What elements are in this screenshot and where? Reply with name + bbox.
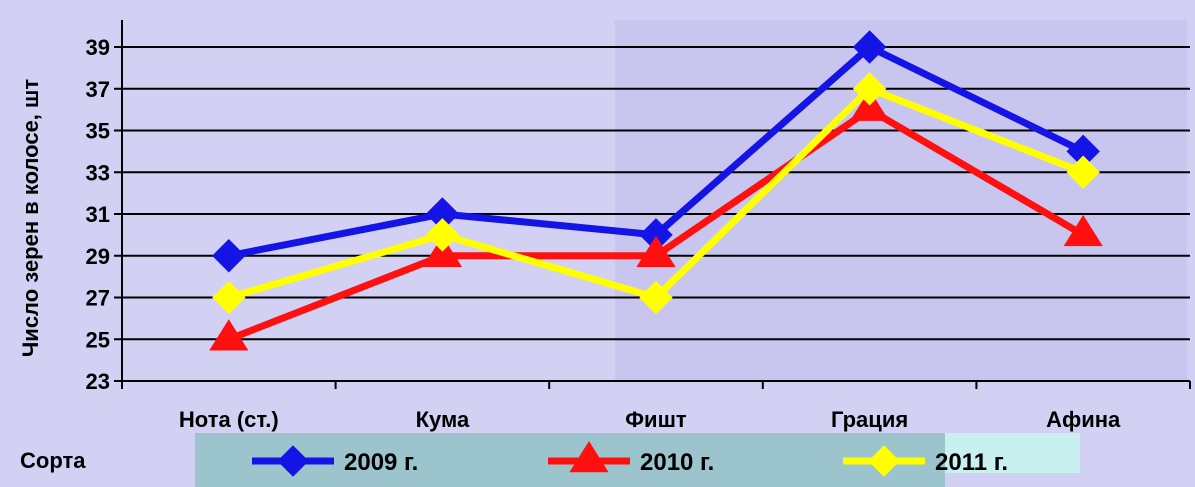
legend-item-2011 г.: 2011 г. [843, 445, 1008, 477]
data-point [636, 235, 676, 267]
legend-item-2010 г.: 2010 г. [548, 441, 714, 476]
legend-marker [569, 441, 609, 473]
legend-label: 2009 г. [344, 449, 418, 476]
series-2010 г. [209, 89, 1103, 351]
data-point [422, 235, 463, 267]
y-tick-label: 23 [86, 369, 110, 394]
y-tick-label: 37 [86, 77, 110, 102]
data-point [425, 218, 460, 252]
y-tick-label: 25 [86, 327, 110, 352]
legend-marker [277, 445, 309, 477]
label-layer: 23 25 27 29 31 33 35 37 39 Нота (ст.) Кума Фишт Грац… [86, 35, 1122, 432]
data-point [209, 319, 249, 351]
x-tick-label: Грация [831, 407, 908, 432]
x-tick-label: Нота (ст.) [179, 407, 279, 432]
legend-label: 2011 г. [935, 449, 1008, 476]
series-2011 г. [212, 72, 1100, 315]
data-point [849, 89, 890, 121]
y-tick-label: 31 [86, 202, 110, 227]
legend-band-tail [945, 433, 1080, 473]
y-tick-label: 39 [86, 35, 110, 60]
x-tick-label: Кума [416, 407, 470, 432]
y-tick-label: 35 [86, 119, 110, 144]
y-axis-title: Число зерен в колосе, шт [18, 79, 43, 358]
x-axis-title: Сорта [20, 448, 86, 473]
legend-item-2009 г.: 2009 г. [252, 445, 418, 477]
series-2009 г. [212, 30, 1100, 273]
data-point [212, 239, 246, 273]
data-point [852, 30, 887, 64]
y-tick-label: 29 [86, 244, 110, 269]
axis-layer [114, 20, 1191, 389]
y-tick-label: 33 [86, 160, 110, 185]
data-point [852, 72, 887, 106]
data-point [212, 280, 246, 315]
x-tick-label: Фишт [625, 407, 687, 432]
data-point [1063, 214, 1103, 247]
legend-label: 2010 г. [640, 449, 714, 476]
x-tick-label: Афина [1046, 407, 1121, 432]
data-point [1066, 155, 1100, 189]
y-tick-label: 27 [86, 286, 110, 311]
legend-marker [868, 445, 900, 477]
data-point [639, 280, 673, 315]
legend: 2009 г. 2010 г. 2011 г. [252, 441, 1008, 477]
plot-panel-right [615, 20, 1187, 382]
series-layer [209, 30, 1103, 351]
